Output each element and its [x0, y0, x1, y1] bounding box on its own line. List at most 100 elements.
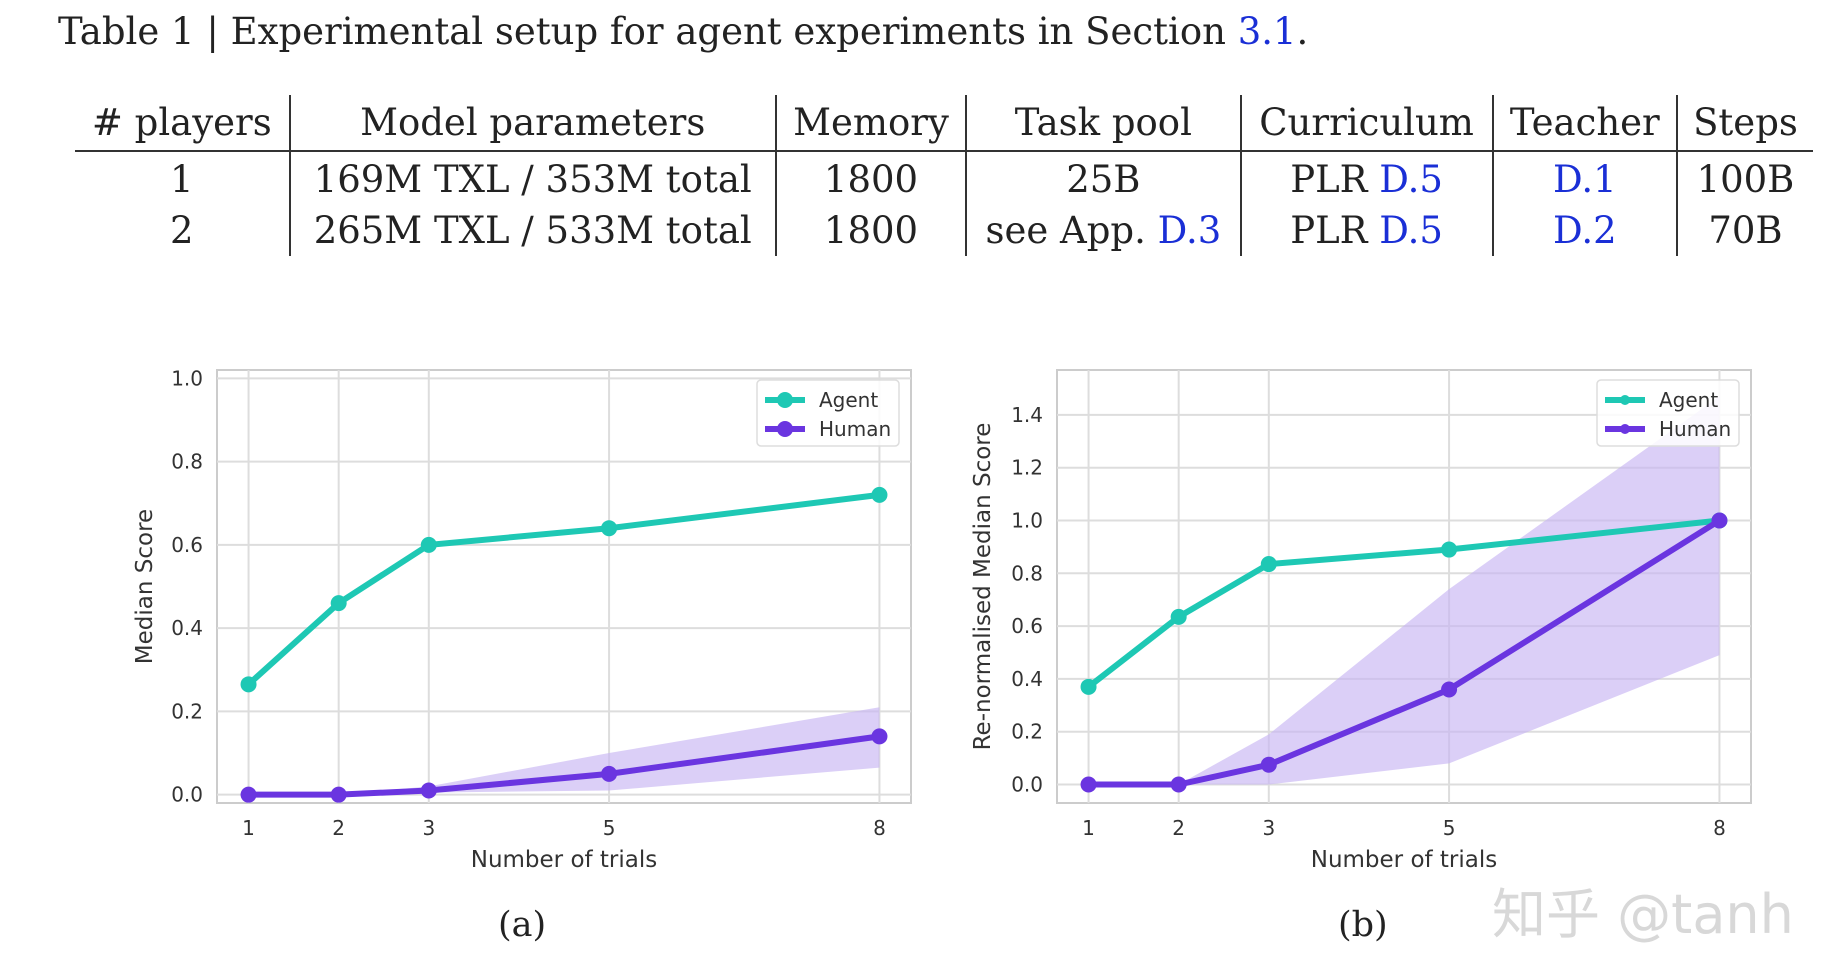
- chart-b: 0.0 0.2 0.4 0.6 0.8 1.0 1.2 1.4 1 2 3 5 8 Number of t…: [970, 369, 1752, 873]
- table-cell: 100B: [1675, 151, 1813, 205]
- legend-label: Human: [1659, 417, 1731, 441]
- legend-marker: [777, 421, 793, 437]
- y-tick-label: 0.8: [1011, 561, 1043, 585]
- appendix-link[interactable]: D.5: [1379, 158, 1443, 201]
- table-cell: 1: [75, 151, 290, 205]
- cell-text: 1: [170, 158, 194, 201]
- table-cell: 2: [75, 205, 290, 256]
- table-row: 1 169M TXL / 353M total 1800 25B PLR D.5 D.1 1…: [75, 151, 1813, 205]
- legend-marker: [777, 392, 793, 408]
- table-cell: D.2: [1491, 205, 1677, 256]
- x-tick-label: 3: [1262, 816, 1275, 840]
- data-point-human: [1260, 756, 1277, 773]
- y-tick-label: 1.0: [1011, 508, 1043, 532]
- cell-text: 1800: [823, 158, 919, 201]
- cell-text: PLR: [1290, 158, 1380, 201]
- data-point-human: [1170, 776, 1187, 793]
- table-cell: 1800: [774, 205, 967, 256]
- table-cell: 25B: [965, 151, 1241, 205]
- appendix-link[interactable]: D.5: [1379, 209, 1443, 252]
- table-cell: 70B: [1675, 205, 1813, 256]
- data-point-human: [240, 786, 257, 803]
- data-point-agent: [1080, 678, 1097, 695]
- y-tick-label: 0.4: [1011, 667, 1043, 691]
- table-caption: Table 1 | Experimental setup for agent e…: [58, 10, 1308, 53]
- column-header: # players: [75, 95, 290, 152]
- cell-text: 2: [170, 209, 194, 252]
- caption-text: Table 1 | Experimental setup for agent e…: [58, 10, 1238, 53]
- cell-text: 25B: [1066, 158, 1141, 201]
- y-tick-label: 0.6: [1011, 614, 1043, 638]
- x-tick-label: 1: [1082, 816, 1095, 840]
- table-row: 2 265M TXL / 533M total 1800 see App. D.3 PL…: [75, 205, 1813, 256]
- data-point-agent: [1260, 556, 1277, 573]
- cell-text: 70B: [1708, 209, 1783, 252]
- x-tick-label: 5: [603, 816, 616, 840]
- y-tick-label: 0.2: [1011, 720, 1043, 744]
- column-header: Model parameters: [288, 95, 776, 152]
- caption-suffix: .: [1296, 10, 1309, 53]
- y-tick-label: 1.4: [1011, 403, 1043, 427]
- data-point-agent: [1170, 608, 1187, 625]
- data-point-human: [601, 765, 618, 782]
- y-tick-label: 0.4: [171, 616, 203, 640]
- table-cell: PLR D.5: [1239, 151, 1493, 205]
- data-point-human: [330, 786, 347, 803]
- data-point-agent: [240, 676, 257, 693]
- y-tick-label: 0.2: [171, 699, 203, 723]
- data-point-human: [1711, 512, 1728, 529]
- y-tick-label: 0.0: [171, 783, 203, 807]
- cell-text: 100B: [1696, 158, 1795, 201]
- x-axis-label: Number of trials: [1311, 847, 1498, 873]
- data-point-human: [871, 728, 888, 745]
- x-tick-label: 1: [242, 816, 255, 840]
- table-cell: 265M TXL / 533M total: [288, 205, 776, 256]
- watermark: 知乎 @tanh: [1492, 883, 1794, 946]
- data-point-human: [420, 782, 437, 799]
- data-point-agent: [420, 536, 437, 553]
- x-tick-label: 8: [873, 816, 886, 840]
- subfigure-label-b: (b): [1338, 905, 1388, 945]
- appendix-link[interactable]: D.1: [1552, 158, 1617, 201]
- legend-label: Agent: [1659, 388, 1718, 412]
- y-axis-label: Re-normalised Median Score: [970, 423, 996, 751]
- table-cell: 1800: [774, 151, 967, 205]
- y-tick-label: 0.0: [1011, 773, 1043, 797]
- data-point-agent: [601, 520, 618, 537]
- column-header: Steps: [1675, 95, 1813, 152]
- column-header: Task pool: [965, 95, 1241, 152]
- legend-marker: [1620, 395, 1630, 405]
- data-point-human: [1080, 776, 1097, 793]
- table-cell: 169M TXL / 353M total: [288, 151, 776, 205]
- data-point-agent: [330, 595, 347, 612]
- x-tick-label: 2: [332, 816, 345, 840]
- x-tick-label: 5: [1443, 816, 1456, 840]
- subfigure-label-a: (a): [498, 905, 547, 945]
- column-header: Teacher: [1491, 95, 1677, 152]
- y-axis-label: Median Score: [132, 509, 158, 664]
- human-confidence-band: [248, 707, 880, 795]
- column-header: Memory: [774, 95, 967, 152]
- human-confidence-band: [1088, 396, 1720, 785]
- section-link[interactable]: 3.1: [1237, 10, 1297, 53]
- x-tick-label: 8: [1713, 816, 1726, 840]
- legend-marker: [1620, 424, 1630, 434]
- cell-text: see App.: [985, 209, 1158, 252]
- legend-label: Human: [819, 417, 891, 441]
- cell-text: 265M TXL / 533M total: [313, 209, 752, 252]
- x-tick-label: 2: [1172, 816, 1185, 840]
- chart-a: 0.0 0.2 0.4 0.6 0.8 1.0 1 2 3 5 8 Number of trials M…: [132, 366, 912, 873]
- x-tick-label: 3: [422, 816, 435, 840]
- legend-label: Agent: [819, 388, 878, 412]
- cell-text: PLR: [1290, 209, 1380, 252]
- data-point-agent: [1441, 541, 1458, 558]
- y-tick-label: 1.0: [171, 366, 203, 390]
- appendix-link[interactable]: D.3: [1157, 209, 1222, 252]
- table-cell: see App. D.3: [965, 205, 1241, 256]
- table-cell: D.1: [1491, 151, 1677, 205]
- data-point-agent: [871, 486, 888, 503]
- cell-text: 169M TXL / 353M total: [313, 158, 752, 201]
- column-header: Curriculum: [1239, 95, 1493, 152]
- cell-text: 1800: [823, 209, 919, 252]
- appendix-link[interactable]: D.2: [1552, 209, 1617, 252]
